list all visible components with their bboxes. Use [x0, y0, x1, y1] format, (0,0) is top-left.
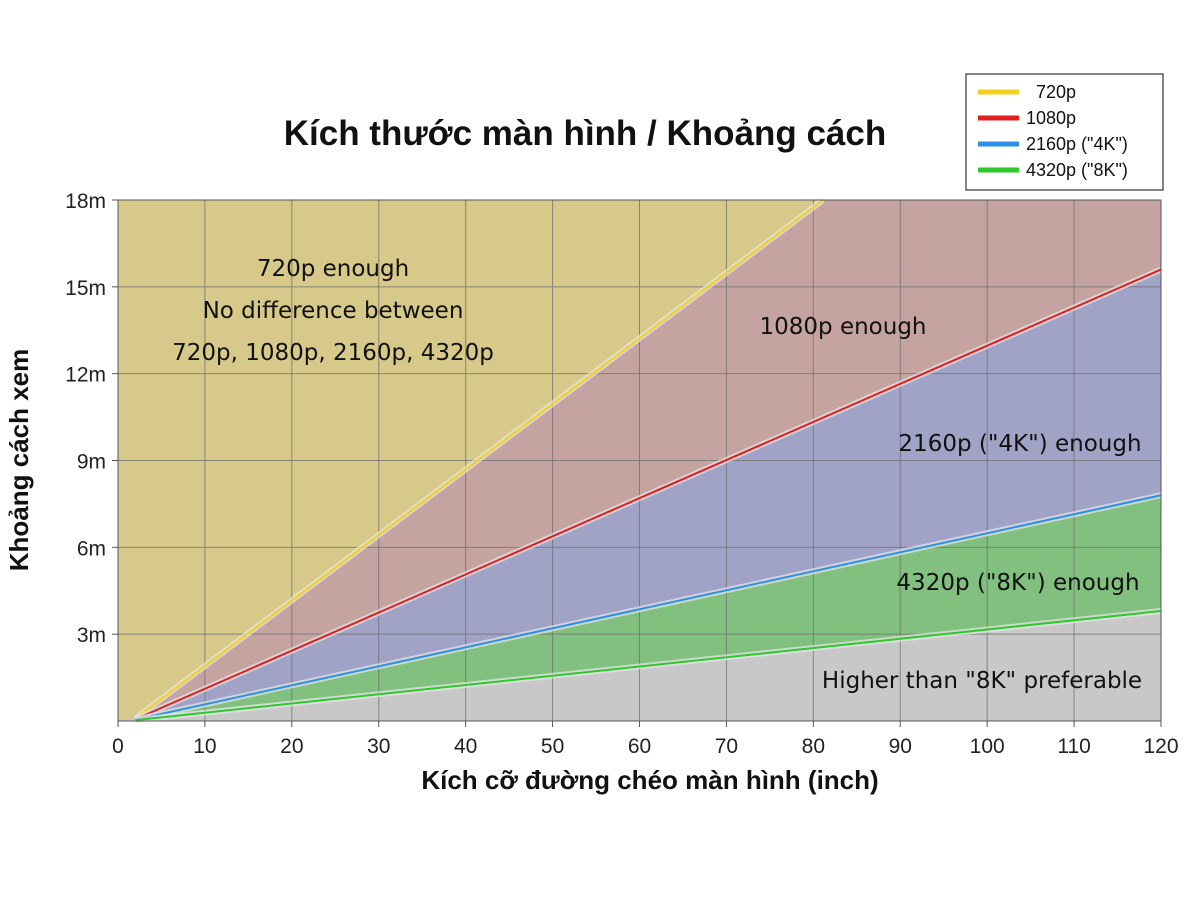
plot-area: 720p enough No difference between 720p, 10…: [117, 197, 1163, 724]
x-tick-label: 20: [280, 735, 303, 758]
legend: 720p 1080p 2160p ("4K") 4320p ("8K"): [965, 73, 1164, 191]
y-tick-label: 9m: [77, 451, 106, 474]
x-tick-label: 120: [1143, 735, 1178, 758]
x-tick-label: 0: [112, 735, 124, 758]
y-tick-label: 12m: [65, 364, 106, 387]
region-label-r1080: 1080p enough: [760, 314, 927, 340]
series-line-3: [135, 610, 1162, 722]
region-label-rhigh: Higher than "8K" preferable: [822, 668, 1142, 694]
region-label-r4320: 4320p ("8K") enough: [896, 570, 1139, 596]
legend-label: 1080p: [1026, 108, 1076, 128]
x-tick-label: 60: [628, 735, 651, 758]
y-axis-ticks: 3m 6m 9m 12m 15m 18m: [65, 190, 118, 647]
x-axis-label: Kích cỡ đường chéo màn hình (inch): [421, 765, 878, 795]
series-lines: [133, 197, 1163, 724]
chart-title: Kích thước màn hình / Khoảng cách: [284, 114, 887, 153]
x-tick-label: 10: [193, 735, 216, 758]
series-line-0: [134, 199, 824, 720]
region-label-r720: No difference between: [203, 298, 464, 324]
grid-lines: [118, 200, 1161, 721]
x-tick-label: 100: [970, 735, 1005, 758]
x-tick-label: 90: [889, 735, 912, 758]
x-tick-label: 40: [454, 735, 477, 758]
region-labels: 720p enough No difference between 720p, 10…: [172, 256, 1142, 694]
x-tick-label: 30: [367, 735, 390, 758]
x-tick-label: 80: [802, 735, 825, 758]
legend-label: 720p: [1036, 82, 1076, 102]
y-axis-label: Khoảng cách xem: [4, 349, 34, 572]
region-label-r2160: 2160p ("4K") enough: [898, 431, 1141, 457]
x-tick-label: 70: [715, 735, 738, 758]
series-line-2: [135, 494, 1162, 721]
y-tick-label: 18m: [65, 190, 106, 213]
series-line-1: [134, 268, 1162, 721]
x-tick-label: 50: [541, 735, 564, 758]
y-tick-label: 6m: [77, 537, 106, 560]
x-axis-ticks: 0 10 20 30 40 50 60 70 80 90 100 110 120: [112, 721, 1179, 758]
region-label-r720: 720p, 1080p, 2160p, 4320p: [172, 340, 494, 366]
legend-label: 4320p ("8K"): [1026, 160, 1128, 180]
x-tick-label: 110: [1057, 735, 1090, 758]
legend-label: 2160p ("4K"): [1026, 134, 1128, 154]
region-label-r720: 720p enough: [257, 256, 409, 282]
y-tick-label: 15m: [65, 277, 106, 300]
y-tick-label: 3m: [77, 624, 106, 647]
